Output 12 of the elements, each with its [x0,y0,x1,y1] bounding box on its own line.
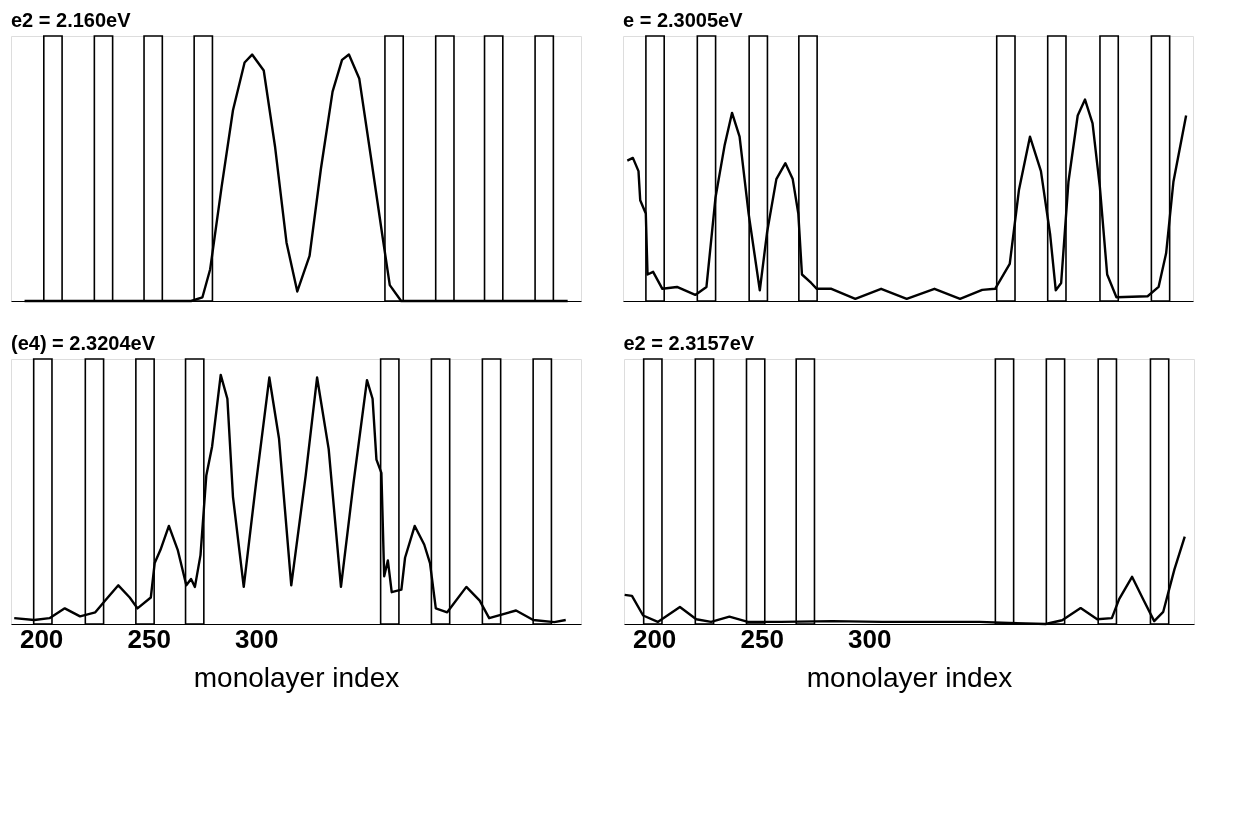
x-axis-title: monolayer index [806,661,1013,693]
x-axis-title: monolayer index [193,661,400,693]
chart-title: e2 = 2.3157eV [623,332,755,355]
x-tick-label: 200 [19,623,64,654]
chart-title: e2 = 2.160eV [11,9,132,32]
x-tick-label: 250 [740,623,784,654]
x-tick-label: 250 [127,623,171,654]
x-tick-label: 300 [235,623,279,654]
x-tick-label: 300 [848,623,892,654]
chart-title: e = 2.3005eV [623,9,744,32]
chart-title: (e4) = 2.3204eV [11,332,156,355]
x-tick-label: 200 [632,623,677,654]
